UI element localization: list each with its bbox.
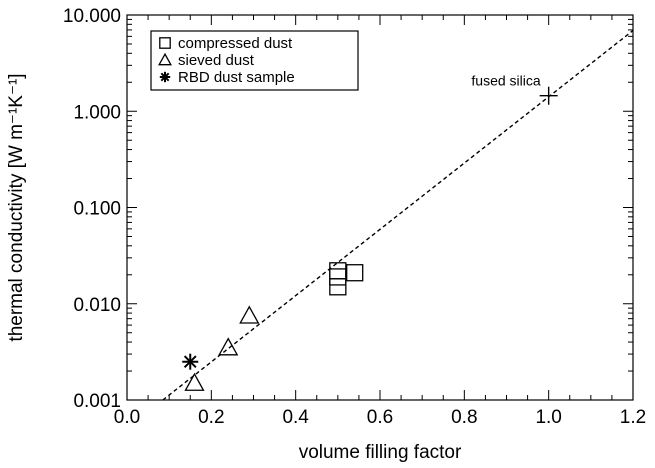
x-tick-label: 1.0 (535, 407, 561, 428)
y-axis-label: thermal conductivity [W m⁻¹K⁻¹] (6, 73, 27, 341)
data-point-triangle (218, 337, 239, 356)
x-tick-label: 0.4 (282, 407, 309, 428)
x-tick-label: 0.6 (367, 407, 393, 428)
y-tick-label: 0.100 (73, 199, 121, 220)
data-point-square (329, 268, 347, 286)
fit-line (162, 29, 634, 401)
legend-box (150, 30, 359, 91)
y-tick-label: 0.001 (73, 391, 121, 412)
data-point-triangle (239, 305, 260, 324)
data-point-square (329, 262, 347, 280)
x-tick-label: 0.8 (451, 407, 477, 428)
legend-marker-triangle (158, 52, 172, 66)
legend-label: compressed dust (178, 35, 293, 52)
data-point-square (346, 264, 364, 282)
axis-ticks: 0.0 0.2 0.4 0.6 0.8 1.0 1.2 0.001 0.010 0.100 1.00… (63, 6, 646, 428)
legend-label: RBD dust sample (178, 69, 295, 86)
x-tick-label: 1.2 (620, 407, 646, 428)
y-tick-label: 10.000 (63, 6, 121, 27)
legend-label: sieved dust (178, 52, 255, 69)
legend-marker-square (159, 37, 171, 49)
y-tick-label: 1.000 (73, 102, 121, 123)
annotation-label: fused silica (471, 73, 540, 89)
x-tick-label: 0.2 (198, 407, 224, 428)
data-point-square (329, 278, 347, 296)
data-point-asterisk (182, 353, 199, 370)
y-tick-label: 0.010 (73, 295, 121, 316)
data-point-plus (539, 86, 558, 105)
x-axis-label: volume filling factor (299, 442, 462, 463)
data-point-triangle (184, 372, 205, 391)
x-tick-label: 0.0 (114, 407, 140, 428)
legend-marker-asterisk (159, 71, 171, 83)
